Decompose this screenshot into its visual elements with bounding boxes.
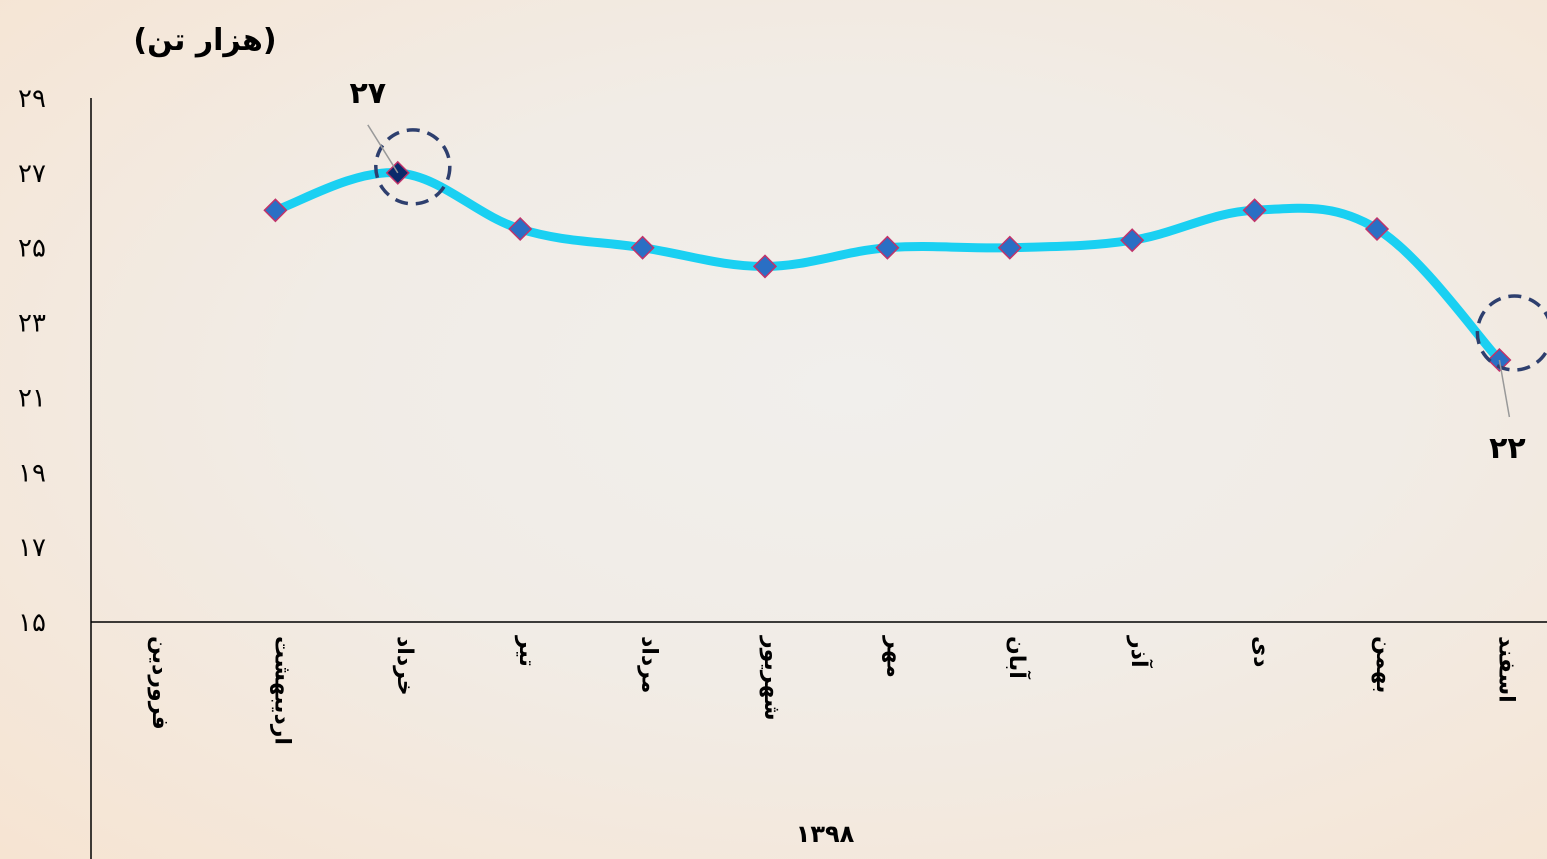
y-tick-label: ۱۹	[18, 458, 46, 488]
x-tick-label: بهمن	[1371, 636, 1396, 693]
data-point-marker	[508, 216, 533, 242]
x-tick-label: تیر	[514, 635, 539, 667]
y-tick-label: ۲۷	[18, 159, 46, 189]
y-tick-label: ۱۷	[18, 533, 46, 563]
data-point-marker	[875, 235, 900, 260]
data-point-marker	[1120, 228, 1145, 253]
x-axis-title: ۱۳۹۸	[796, 820, 855, 848]
x-tick-labels: فروردین اردیبهشت خرداد تیر مرداد شهریور مهر آبا…	[147, 635, 1518, 745]
x-tick-label: مهر	[881, 635, 906, 678]
x-tick-label: آبان	[1004, 636, 1032, 679]
y-tick-label: ۱۵	[18, 608, 46, 638]
x-tick-label: شهریور	[759, 635, 784, 721]
x-tick-label: اسفند	[1493, 636, 1518, 703]
axes	[90, 98, 1547, 859]
data-point-marker	[1364, 216, 1390, 242]
x-tick-label: آذر	[1126, 635, 1154, 668]
y-tick-label: ۲۱	[18, 383, 46, 413]
y-tick-label: ۲۵	[18, 234, 46, 264]
data-label: ۲۷	[349, 76, 386, 111]
data-label: ۲۲	[1489, 431, 1526, 466]
leader-line	[1498, 359, 1511, 418]
y-tick-labels: ۱۵ ۱۷ ۱۹ ۲۱ ۲۳ ۲۵ ۲۷ ۲۹	[18, 84, 46, 638]
y-tick-label: ۲۹	[18, 84, 46, 114]
x-tick-label: مرداد	[637, 636, 662, 693]
series-line	[270, 168, 1504, 365]
y-tick-label: ۲۳	[18, 309, 46, 339]
data-point-marker	[1242, 198, 1267, 223]
data-point-marker	[752, 254, 778, 279]
highlight-circle	[1475, 294, 1547, 372]
x-tick-label: خرداد	[392, 636, 417, 696]
x-tick-label: اردیبهشت	[269, 636, 294, 745]
y-axis-title: (هزار تن)	[133, 23, 276, 58]
data-point-marker	[630, 235, 655, 260]
series-layer	[263, 160, 1512, 373]
data-point-marker	[263, 198, 288, 223]
annotation-layer: ۲۷ ۲۲	[349, 76, 1547, 466]
highlight-circle	[374, 128, 452, 206]
leader-line	[367, 124, 399, 174]
x-tick-label: فروردین	[147, 636, 172, 730]
data-point-marker	[997, 235, 1022, 260]
x-tick-label: دی	[1249, 636, 1274, 667]
